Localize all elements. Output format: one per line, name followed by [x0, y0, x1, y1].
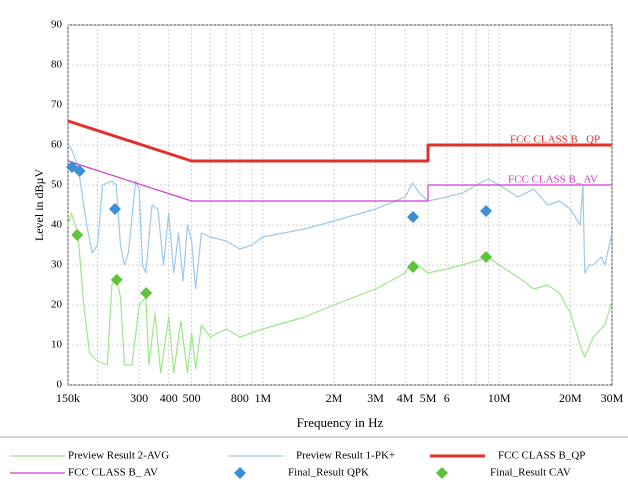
- y-tick-label: 40: [51, 219, 63, 231]
- result-marker: [407, 211, 420, 223]
- legend-label: FCC CLASS B_ AV: [68, 467, 158, 479]
- result-marker: [480, 251, 493, 263]
- x-tick-label: 1M: [254, 391, 271, 405]
- y-tick-label: 90: [51, 19, 63, 31]
- plot-area: [67, 24, 613, 386]
- result-marker: [108, 203, 121, 215]
- result-marker: [480, 205, 493, 217]
- x-tick-label: 10M: [488, 391, 511, 405]
- legend-label: Preview Result 1-PK+: [296, 450, 395, 462]
- series-line: [67, 119, 612, 163]
- legend-label: Preview Result 2-AVG: [68, 450, 169, 462]
- limit-annotation: FCC CLASS B_ QP: [510, 134, 600, 146]
- result-marker: [71, 229, 84, 241]
- y-tick-label: 50: [51, 179, 63, 191]
- x-tick-label: 4M: [397, 391, 414, 405]
- x-tick-label: 500: [183, 391, 201, 405]
- result-marker: [73, 165, 86, 177]
- x-tick-label: 20M: [559, 391, 582, 405]
- y-tick-label: 10: [51, 339, 63, 351]
- x-tick-label: 3M: [367, 391, 384, 405]
- series-line: [67, 160, 612, 202]
- y-tick-label: 80: [51, 59, 63, 71]
- x-tick-label: 150k: [56, 391, 80, 405]
- y-tick-label: 20: [51, 299, 63, 311]
- limit-annotation: FCC CLASS B_ AV: [508, 174, 598, 186]
- result-marker: [407, 261, 420, 273]
- legend-label: Final_Result QPK: [288, 467, 369, 479]
- y-tick-label: 70: [51, 99, 63, 111]
- y-tick-label: 0: [57, 379, 63, 391]
- x-tick-label: 800: [231, 391, 249, 405]
- legend-label: Final_Result CAV: [490, 467, 571, 479]
- y-tick-label: 30: [51, 259, 63, 271]
- x-tick-label: 6: [444, 391, 450, 405]
- result-marker: [110, 273, 123, 286]
- x-axis-label: Frequency in Hz: [297, 415, 384, 430]
- y-tick-label: 60: [51, 139, 63, 151]
- series-line: [67, 144, 613, 290]
- x-tick-label: 400: [160, 391, 178, 405]
- legend-label: FCC CLASS B_QP: [498, 450, 585, 462]
- x-tick-label: 30M: [601, 391, 624, 405]
- legend-swatch: [234, 467, 246, 479]
- x-tick-label: 300: [130, 391, 148, 405]
- x-tick-label: 5M: [420, 391, 437, 405]
- y-axis-label: Level in dBµV: [32, 169, 46, 242]
- legend-swatch: [436, 467, 448, 479]
- x-tick-label: 2M: [326, 391, 343, 405]
- result-marker: [140, 287, 153, 299]
